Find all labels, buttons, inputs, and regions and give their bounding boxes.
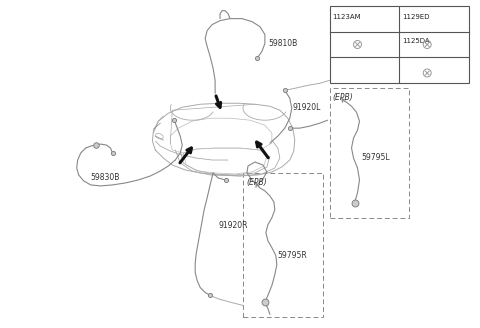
Text: 59795L: 59795L (361, 153, 390, 162)
Text: 1123AM: 1123AM (333, 14, 361, 20)
Bar (243, 173, 323, 318)
Text: 91920R: 91920R (218, 221, 248, 230)
Bar (330, 6, 469, 83)
Text: (EPB): (EPB) (246, 178, 267, 187)
Text: 59795R: 59795R (278, 251, 308, 259)
Text: 59830B: 59830B (91, 173, 120, 182)
Text: 59810B: 59810B (268, 39, 297, 49)
Text: 1129ED: 1129ED (402, 14, 430, 20)
Text: 1125DA: 1125DA (402, 38, 430, 44)
Text: 91920L: 91920L (293, 103, 321, 112)
Text: (EPB): (EPB) (333, 93, 353, 102)
Bar (330, 88, 409, 218)
